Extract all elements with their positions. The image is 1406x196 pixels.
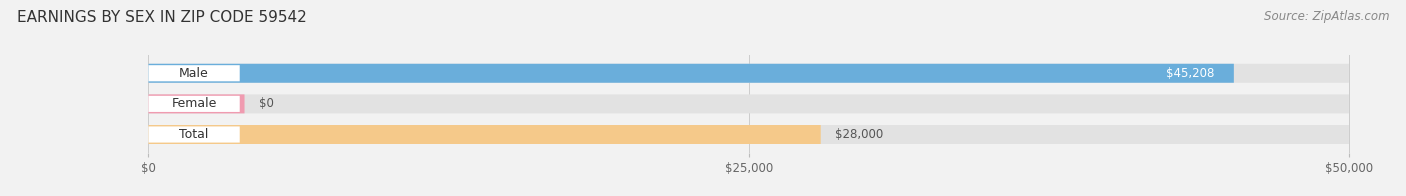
FancyBboxPatch shape	[149, 64, 1234, 83]
Text: $28,000: $28,000	[835, 128, 883, 141]
Text: Total: Total	[180, 128, 209, 141]
Text: $0: $0	[259, 97, 274, 110]
FancyBboxPatch shape	[149, 64, 1348, 83]
FancyBboxPatch shape	[149, 125, 821, 144]
Text: Male: Male	[179, 67, 209, 80]
Text: Female: Female	[172, 97, 217, 110]
Text: $45,208: $45,208	[1166, 67, 1215, 80]
FancyBboxPatch shape	[149, 94, 1348, 113]
FancyBboxPatch shape	[149, 125, 1348, 144]
FancyBboxPatch shape	[149, 65, 239, 81]
FancyBboxPatch shape	[149, 96, 239, 112]
Text: EARNINGS BY SEX IN ZIP CODE 59542: EARNINGS BY SEX IN ZIP CODE 59542	[17, 10, 307, 25]
FancyBboxPatch shape	[149, 126, 239, 142]
FancyBboxPatch shape	[149, 94, 245, 113]
Text: Source: ZipAtlas.com: Source: ZipAtlas.com	[1264, 10, 1389, 23]
